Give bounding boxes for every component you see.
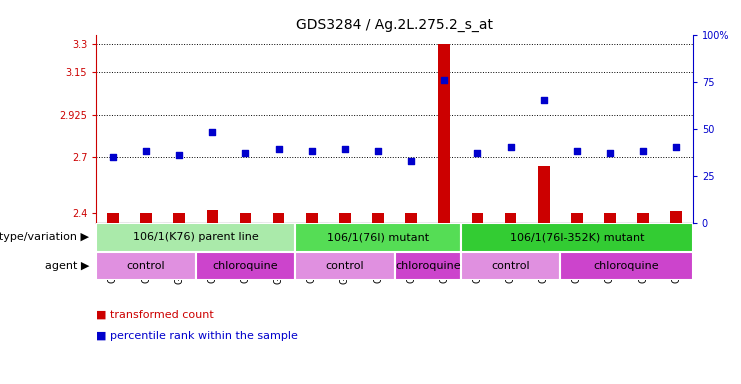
Bar — [560, 252, 693, 280]
Point — [339, 146, 350, 152]
Text: agent ▶: agent ▶ — [44, 261, 89, 271]
Text: genotype/variation ▶: genotype/variation ▶ — [0, 232, 89, 242]
Text: ■ transformed count: ■ transformed count — [96, 310, 214, 320]
Bar — [461, 252, 560, 280]
Bar — [471, 214, 483, 223]
Text: control: control — [127, 261, 165, 271]
Bar — [306, 214, 318, 223]
Bar — [196, 252, 295, 280]
Bar — [96, 223, 295, 252]
Bar — [295, 252, 395, 280]
Bar — [395, 252, 461, 280]
Bar — [295, 223, 461, 252]
Bar — [671, 212, 682, 223]
Point — [372, 148, 384, 154]
Text: control: control — [325, 261, 364, 271]
Bar — [372, 214, 384, 223]
Point — [604, 150, 616, 156]
Bar — [637, 214, 649, 223]
Bar — [140, 214, 152, 223]
Point — [538, 98, 550, 104]
Point — [471, 150, 483, 156]
Bar — [604, 214, 616, 223]
Point — [405, 157, 417, 164]
Point — [140, 148, 152, 154]
Point — [306, 148, 318, 154]
Text: 106/1(K76) parent line: 106/1(K76) parent line — [133, 232, 259, 242]
Bar — [571, 214, 582, 223]
Point — [173, 152, 185, 158]
Point — [671, 144, 682, 151]
Bar — [505, 214, 516, 223]
Point — [239, 150, 251, 156]
Text: chloroquine: chloroquine — [594, 261, 659, 271]
Text: ■ percentile rank within the sample: ■ percentile rank within the sample — [96, 331, 298, 341]
Point — [107, 154, 119, 160]
Bar — [405, 214, 417, 223]
Text: chloroquine: chloroquine — [395, 261, 461, 271]
Text: chloroquine: chloroquine — [213, 261, 279, 271]
Point — [571, 148, 582, 154]
Bar — [339, 214, 350, 223]
Text: 106/1(76I) mutant: 106/1(76I) mutant — [327, 232, 429, 242]
Bar — [239, 214, 251, 223]
Bar — [173, 214, 185, 223]
Point — [273, 146, 285, 152]
Point — [207, 129, 219, 136]
Point — [505, 144, 516, 151]
Bar — [538, 166, 550, 223]
Title: GDS3284 / Ag.2L.275.2_s_at: GDS3284 / Ag.2L.275.2_s_at — [296, 18, 493, 32]
Bar — [439, 44, 450, 223]
Bar — [207, 210, 218, 223]
Point — [439, 77, 451, 83]
Bar — [461, 223, 693, 252]
Bar — [107, 214, 119, 223]
Bar — [273, 214, 285, 223]
Text: 106/1(76I-352K) mutant: 106/1(76I-352K) mutant — [510, 232, 644, 242]
Bar — [96, 252, 196, 280]
Text: control: control — [491, 261, 530, 271]
Point — [637, 148, 649, 154]
